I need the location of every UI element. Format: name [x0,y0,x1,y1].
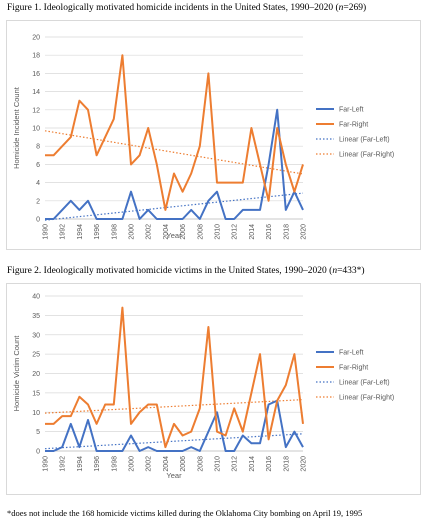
legend-label: Far-Right [339,122,368,129]
trendline-far-left [44,433,304,450]
series-line-far-right [45,306,304,449]
x-tick-label: 1990 [43,224,50,240]
y-tick-label: 35 [32,313,40,320]
x-tick-label: 2008 [197,456,204,472]
series-line-far-left [45,399,304,452]
figure-1-chart: 0 2 4 6 8 10 12 14 16 18 20 1990 1992 1994 1996 1998 200… [12,35,394,241]
x-tick-label: 1998 [111,224,118,240]
y-tick-label: 12 [32,107,40,114]
x-tick-label: 2012 [232,456,239,472]
x-tick-label: 1996 [94,224,101,240]
x-axis-title: Year [166,471,182,480]
x-tick-label: 2006 [180,224,187,240]
x-tick-label: 1990 [43,456,50,472]
y-tick-label: 10 [32,410,40,417]
trendline-far-right [44,399,304,414]
x-tick-label: 2020 [301,224,308,240]
trendline-far-left [44,192,304,221]
x-tick-label: 2014 [249,456,256,472]
y-tick-label: 30 [32,332,40,339]
y-tick-label: 14 [32,89,40,96]
y-tick-label: 20 [32,35,40,42]
x-tick-label: 2018 [283,224,290,240]
y-tick-label: 0 [36,217,40,224]
x-tick-label: 1994 [77,456,84,472]
series-line-far-left [45,108,304,220]
x-tick-label: 2002 [146,456,153,472]
series-line-far-right [45,54,304,211]
y-tick-label: 0 [36,449,40,456]
x-tick-label: 2000 [129,456,136,472]
x-tick-label: 2008 [197,224,204,240]
x-tick-label: 2016 [266,224,273,240]
x-tick-label: 1992 [60,456,67,472]
figure-2-caption: Figure 2. Ideologically motivated homici… [7,266,365,276]
x-tick-label: 2004 [163,456,170,472]
y-tick-label: 8 [36,144,40,151]
y-tick-label: 2 [36,198,40,205]
legend-label: Linear (Far-Left) [339,137,390,144]
x-tick-label: 1994 [77,224,84,240]
x-tick-label: 2012 [232,224,239,240]
footnote: *does not include the 168 homicide victi… [7,508,363,518]
x-tick-label: 2010 [215,224,222,240]
y-tick-label: 4 [36,180,40,187]
figure-2-chart: 0 5 10 15 20 25 30 35 40 1990 1992 1994 1996 1998 2000… [12,294,394,481]
y-tick-label: 40 [32,294,40,301]
y-tick-label: 20 [32,371,40,378]
x-tick-label: 2018 [283,456,290,472]
y-axis-title: Homicide Incident Count [12,86,21,169]
y-tick-label: 5 [36,429,40,436]
x-tick-label: 2000 [129,224,136,240]
x-tick-label: 2004 [163,224,170,240]
y-tick-label: 15 [32,390,40,397]
y-tick-label: 18 [32,53,40,60]
figure-2-panel: 0 5 10 15 20 25 30 35 40 1990 1992 1994 1996 1998 2000… [6,283,421,495]
x-tick-label: 2010 [215,456,222,472]
legend-label: Linear (Far-Right) [339,152,394,159]
figure-1-panel: 0 2 4 6 8 10 12 14 16 18 20 1990 1992 1994 1996 1998 200… [6,20,421,250]
x-tick-label: 2002 [146,224,153,240]
legend-label: Linear (Far-Right) [339,395,394,402]
trendline-far-right [44,130,304,175]
x-tick-label: 1996 [94,456,101,472]
x-axis-title: Year [166,231,182,240]
legend-label: Far-Right [339,365,368,372]
x-tick-label: 2014 [249,224,256,240]
figure-1-caption: Figure 1. Ideologically motivated homici… [7,3,367,13]
x-tick-label: 2006 [180,456,187,472]
legend-label: Linear (Far-Left) [339,380,390,387]
x-tick-label: 1998 [111,456,118,472]
x-tick-label: 1992 [60,224,67,240]
y-axis-title: Homicide Victim Count [12,335,21,412]
y-tick-label: 25 [32,352,40,359]
y-tick-label: 10 [32,126,40,133]
x-tick-label: 2016 [266,456,273,472]
x-tick-label: 2020 [301,456,308,472]
y-tick-label: 6 [36,162,40,169]
legend-label: Far-Left [339,107,364,114]
legend-label: Far-Left [339,350,364,357]
y-tick-label: 16 [32,71,40,78]
